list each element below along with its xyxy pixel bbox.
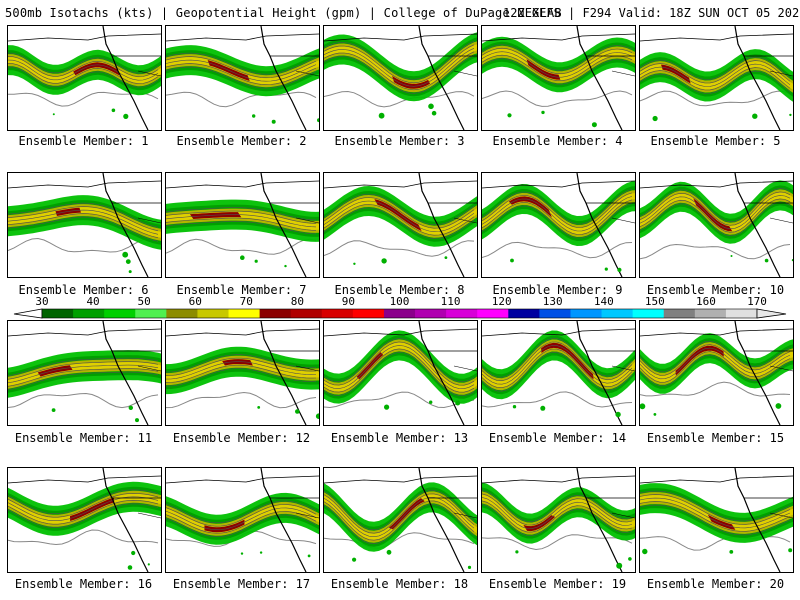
ensemble-member-caption: Ensemble Member: 7 bbox=[176, 283, 307, 297]
ensemble-member-caption: Ensemble Member: 16 bbox=[14, 577, 153, 591]
ensemble-member-map bbox=[165, 320, 320, 426]
map-header: 500mb Isotachs (kts) | Geopotential Heig… bbox=[0, 0, 800, 22]
colorbar-tick-label: 70 bbox=[239, 295, 253, 308]
colorbar-tick-label: 40 bbox=[86, 295, 100, 308]
ensemble-member-map bbox=[323, 320, 478, 426]
colorbar-strip bbox=[13, 308, 787, 319]
ensemble-member-map bbox=[7, 172, 162, 278]
ensemble-member-caption: Ensemble Member: 20 bbox=[646, 577, 785, 591]
colorbar-tick-label: 30 bbox=[35, 295, 49, 308]
colorbar-tick-label: 150 bbox=[644, 295, 665, 308]
ensemble-member-map bbox=[165, 172, 320, 278]
ensemble-member-map bbox=[481, 320, 636, 426]
ensemble-member-caption: Ensemble Member: 3 bbox=[334, 134, 465, 148]
ensemble-member-map bbox=[7, 320, 162, 426]
ensemble-member-map bbox=[323, 25, 478, 131]
colorbar-tick-label: 130 bbox=[542, 295, 563, 308]
colorbar-tick-label: 50 bbox=[137, 295, 151, 308]
ensemble-member-caption: Ensemble Member: 14 bbox=[488, 431, 627, 445]
ensemble-member-caption: Ensemble Member: 19 bbox=[488, 577, 627, 591]
colorbar-tick-label: 140 bbox=[593, 295, 614, 308]
ensemble-member-map bbox=[323, 467, 478, 573]
ensemble-member-map bbox=[165, 25, 320, 131]
ensemble-member-caption: Ensemble Member: 18 bbox=[330, 577, 469, 591]
isotach-colorbar: 30 40 50 60 70 80 90 100 110 120 130 140 150 160 170 bbox=[0, 295, 800, 320]
ensemble-member-map bbox=[7, 467, 162, 573]
ensemble-member-caption: Ensemble Member: 4 bbox=[492, 134, 623, 148]
ensemble-member-caption: Ensemble Member: 1 bbox=[18, 134, 149, 148]
colorbar-tick-label: 60 bbox=[188, 295, 202, 308]
ensemble-member-caption: Ensemble Member: 5 bbox=[650, 134, 781, 148]
colorbar-tick-label: 110 bbox=[440, 295, 461, 308]
ensemble-member-caption: Ensemble Member: 10 bbox=[646, 283, 785, 297]
ensemble-member-caption: Ensemble Member: 9 bbox=[492, 283, 623, 297]
ensemble-member-map bbox=[7, 25, 162, 131]
ensemble-member-map bbox=[481, 467, 636, 573]
colorbar-tick-label: 90 bbox=[341, 295, 356, 308]
ensemble-member-map bbox=[323, 172, 478, 278]
ensemble-member-caption: Ensemble Member: 11 bbox=[14, 431, 153, 445]
colorbar-tick-label: 170 bbox=[747, 295, 767, 308]
ensemble-member-caption: Ensemble Member: 6 bbox=[18, 283, 149, 297]
ensemble-member-map bbox=[481, 172, 636, 278]
ensemble-member-caption: Ensemble Member: 15 bbox=[646, 431, 785, 445]
ensemble-member-map bbox=[165, 467, 320, 573]
ensemble-member-caption: Ensemble Member: 8 bbox=[334, 283, 465, 297]
ensemble-member-caption: Ensemble Member: 2 bbox=[176, 134, 307, 148]
colorbar-tick-label: 160 bbox=[695, 295, 716, 308]
ensemble-member-map bbox=[639, 467, 794, 573]
ensemble-member-map bbox=[481, 25, 636, 131]
colorbar-tick-label: 100 bbox=[389, 295, 410, 308]
ensemble-member-caption: Ensemble Member: 17 bbox=[172, 577, 311, 591]
ensemble-member-map bbox=[639, 320, 794, 426]
colorbar-tick-label: 80 bbox=[290, 295, 304, 308]
header-valid-time: 12Z GEFS | F294 Valid: 18Z SUN OCT 05 20… bbox=[503, 6, 800, 20]
ensemble-member-caption: Ensemble Member: 13 bbox=[330, 431, 469, 445]
ensemble-member-caption: Ensemble Member: 12 bbox=[172, 431, 311, 445]
header-title: 500mb Isotachs (kts) | Geopotential Heig… bbox=[5, 6, 562, 20]
ensemble-member-map bbox=[639, 25, 794, 131]
colorbar-tick-label: 120 bbox=[491, 295, 512, 308]
ensemble-member-map bbox=[639, 172, 794, 278]
